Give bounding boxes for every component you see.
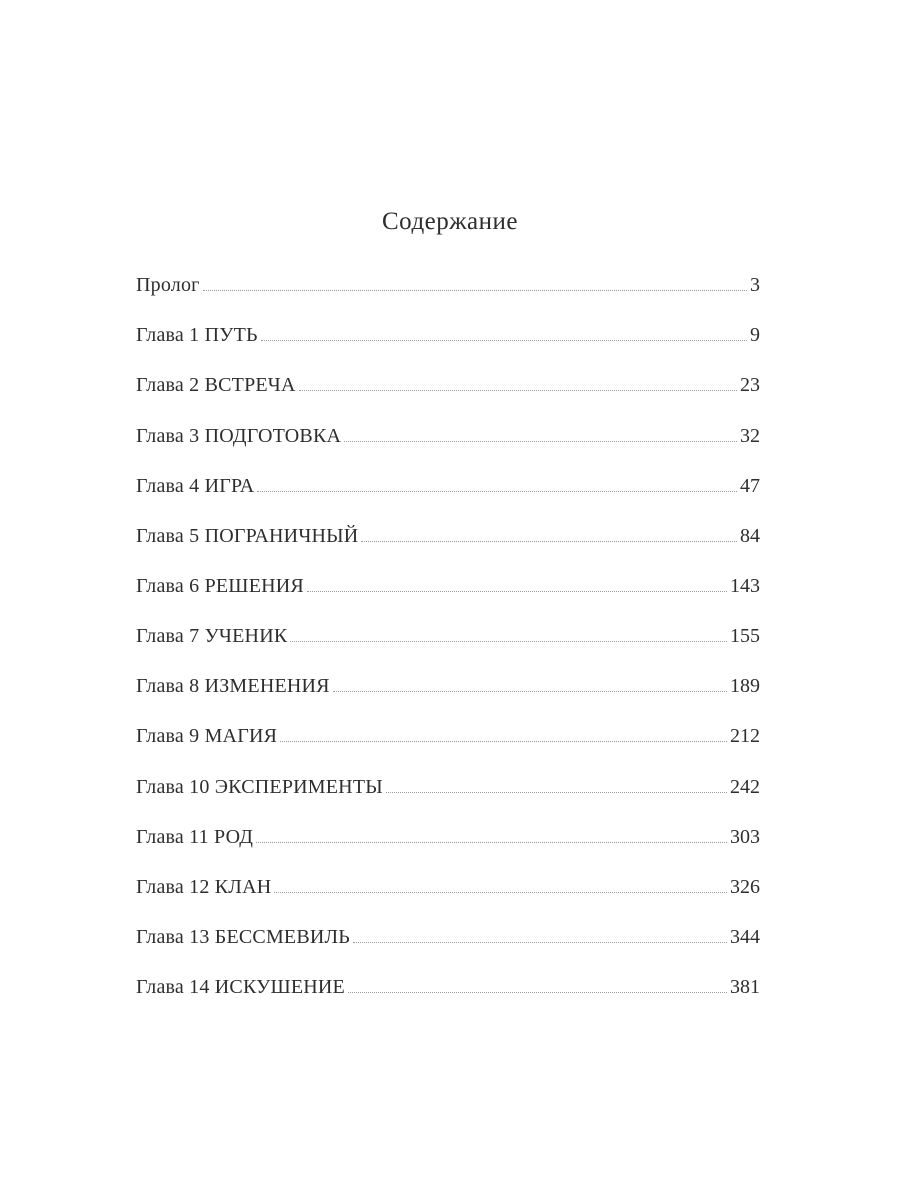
toc-entry-label: Глава 14 ИСКУШЕНИЕ: [136, 976, 345, 999]
dotted-leader: [344, 440, 737, 442]
toc-entry-label: Глава 11 РОД: [136, 825, 254, 848]
toc-row: Глава 8 ИЗМЕНЕНИЯ 189: [136, 653, 760, 703]
toc-page-number: 381: [730, 976, 760, 999]
toc-page-number: 23: [740, 374, 760, 397]
toc-page-number: 212: [730, 725, 760, 748]
toc-page-number: 47: [740, 474, 760, 497]
toc-row: Глава 10 ЭКСПЕРИМЕНТЫ 242: [136, 753, 760, 803]
toc-entry-label: Глава 1 ПУТЬ: [136, 324, 258, 347]
toc-row: Глава 13 БЕССМЕВИЛЬ 344: [136, 904, 760, 954]
toc-row: Глава 3 ПОДГОТОВКА 32: [136, 402, 760, 452]
toc-page-number: 3: [750, 274, 760, 297]
toc-page-number: 84: [740, 524, 760, 547]
toc-page-number: 32: [740, 424, 760, 447]
toc-page-number: 242: [730, 775, 760, 798]
dotted-leader: [361, 540, 737, 542]
toc-row: Глава 4 ИГРА 47: [136, 453, 760, 503]
toc-entry-label: Глава 8 ИЗМЕНЕНИЯ: [136, 675, 330, 698]
dotted-leader: [347, 992, 727, 994]
dotted-leader: [385, 791, 727, 793]
dotted-leader: [274, 891, 727, 893]
toc-entry-label: Глава 7 УЧЕНИК: [136, 625, 288, 648]
dotted-leader: [298, 390, 737, 392]
toc-page-number: 189: [730, 675, 760, 698]
toc-row: Глава 12 КЛАН 326: [136, 854, 760, 904]
dotted-leader: [256, 841, 727, 843]
toc-row: Глава 6 РЕШЕНИЯ 143: [136, 553, 760, 603]
toc-entry-label: Глава 2 ВСТРЕЧА: [136, 374, 296, 397]
toc-page-number: 303: [730, 825, 760, 848]
dotted-leader: [202, 290, 747, 292]
toc-entry-label: Глава 3 ПОДГОТОВКА: [136, 424, 342, 447]
toc-page-number: 344: [730, 925, 760, 948]
toc-row: Глава 5 ПОГРАНИЧНЫЙ 84: [136, 503, 760, 553]
toc-entry-label: Глава 5 ПОГРАНИЧНЫЙ: [136, 524, 359, 547]
toc-entry-label: Глава 12 КЛАН: [136, 875, 272, 898]
dotted-leader: [306, 590, 727, 592]
toc-row: Глава 11 РОД 303: [136, 804, 760, 854]
toc-entry-label: Глава 4 ИГРА: [136, 474, 255, 497]
toc-list: Пролог 3 Глава 1 ПУТЬ 9 Глава 2 ВСТРЕЧА …: [136, 252, 760, 1004]
dotted-leader: [332, 691, 727, 693]
toc-page-number: 9: [750, 324, 760, 347]
dotted-leader: [280, 741, 727, 743]
toc-page-number: 155: [730, 625, 760, 648]
dotted-leader: [257, 490, 737, 492]
toc-entry-label: Глава 6 РЕШЕНИЯ: [136, 574, 304, 597]
dotted-leader: [353, 941, 727, 943]
dotted-leader: [290, 641, 727, 643]
toc-row: Глава 7 УЧЕНИК 155: [136, 603, 760, 653]
toc-row: Глава 1 ПУТЬ 9: [136, 302, 760, 352]
toc-page-number: 143: [730, 574, 760, 597]
toc-entry-label: Пролог: [136, 274, 200, 297]
dotted-leader: [260, 340, 747, 342]
page-title: Содержание: [382, 208, 518, 235]
toc-row: Глава 9 МАГИЯ 212: [136, 703, 760, 753]
toc-row: Глава 2 ВСТРЕЧА 23: [136, 352, 760, 402]
toc-page-number: 326: [730, 875, 760, 898]
toc-entry-label: Глава 9 МАГИЯ: [136, 725, 278, 748]
toc-entry-label: Глава 10 ЭКСПЕРИМЕНТЫ: [136, 775, 383, 798]
toc-entry-label: Глава 13 БЕССМЕВИЛЬ: [136, 925, 350, 948]
toc-row: Пролог 3: [136, 252, 760, 302]
toc-row: Глава 14 ИСКУШЕНИЕ 381: [136, 954, 760, 1004]
